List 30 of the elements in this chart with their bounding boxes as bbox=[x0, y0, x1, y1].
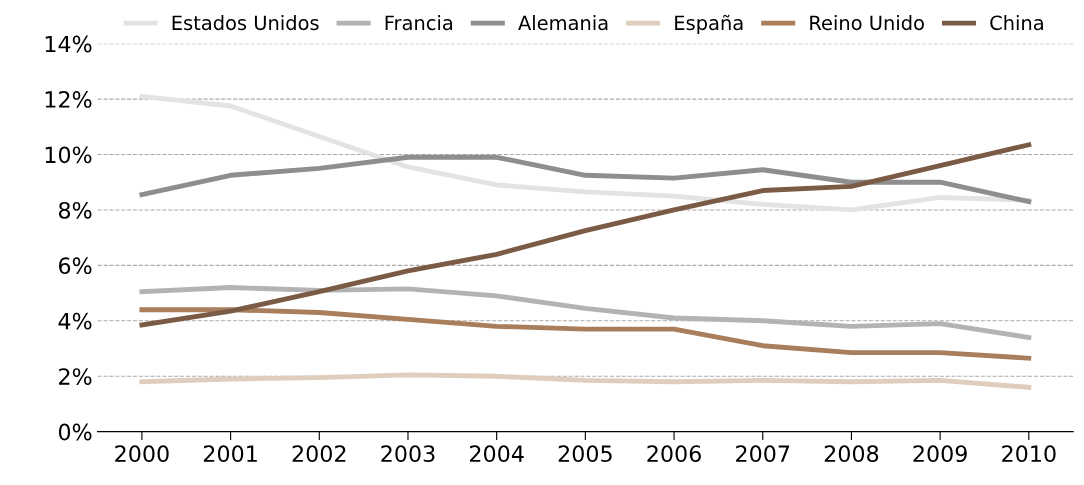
x-tick-label: 2003 bbox=[381, 445, 435, 463]
x-tick-label: 2007 bbox=[736, 445, 790, 463]
y-tick-label: 8% bbox=[58, 201, 92, 219]
x-tick-label: 2009 bbox=[913, 445, 967, 463]
y-tick-label: 6% bbox=[59, 257, 92, 275]
y-tick-label: 0% bbox=[58, 423, 92, 441]
x-tick-label: 2008 bbox=[824, 445, 879, 463]
x-tick-label: 2002 bbox=[292, 445, 346, 463]
x-tick-label: 2004 bbox=[470, 445, 524, 463]
x-tick-label: 2006 bbox=[647, 445, 701, 463]
legend-label: Francia bbox=[385, 15, 453, 31]
line-series bbox=[139, 154, 1032, 205]
x-tick-label: 2001 bbox=[203, 445, 257, 463]
x-tick-label: 2005 bbox=[558, 445, 612, 463]
line-series bbox=[139, 142, 1032, 328]
legend-label: Alemania bbox=[518, 15, 608, 31]
x-tick-label: 2000 bbox=[115, 445, 169, 463]
legend-label: China bbox=[990, 15, 1043, 31]
y-tick-label: 12% bbox=[45, 91, 92, 108]
legend-label: Reino Unido bbox=[810, 15, 924, 31]
line-series bbox=[139, 307, 1032, 361]
y-tick-label: 14% bbox=[45, 35, 92, 53]
line-series bbox=[139, 93, 1032, 213]
y-tick-label: 4% bbox=[58, 312, 92, 330]
legend-label: Estados Unidos bbox=[172, 15, 319, 31]
x-tick-label: 2010 bbox=[1002, 445, 1056, 463]
line-series bbox=[139, 372, 1032, 390]
y-tick-label: 2% bbox=[59, 368, 92, 385]
y-tick-label: 10% bbox=[45, 146, 92, 164]
legend-label: España bbox=[675, 14, 743, 34]
